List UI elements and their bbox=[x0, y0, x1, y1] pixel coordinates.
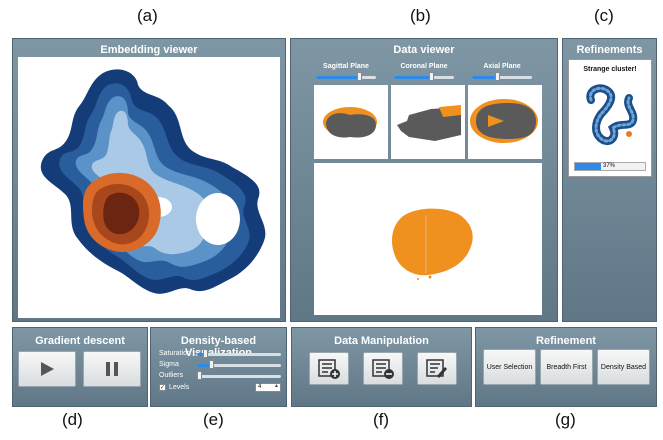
outliers-slider[interactable] bbox=[197, 371, 281, 380]
refinement-card-title: Strange cluster! bbox=[583, 66, 637, 73]
sagittal-plane-label: Sagittal Plane bbox=[323, 63, 369, 70]
refinement-progress-fill bbox=[575, 163, 601, 170]
refinement-progress: 37% bbox=[574, 162, 646, 171]
axial-slider[interactable] bbox=[472, 72, 532, 81]
caption-c: (c) bbox=[594, 6, 614, 25]
sigma-slider[interactable] bbox=[197, 360, 281, 369]
data-viewer-title: Data viewer bbox=[393, 44, 455, 56]
saturation-slider[interactable] bbox=[197, 349, 281, 358]
outliers-label: Outliers bbox=[159, 372, 184, 379]
levels-label: Levels bbox=[169, 384, 190, 391]
levels-value: 4 bbox=[258, 384, 262, 390]
list-add-icon bbox=[318, 358, 340, 379]
caption-g: (g) bbox=[555, 410, 576, 429]
list-remove-icon bbox=[372, 358, 394, 379]
caption-a: (a) bbox=[137, 6, 158, 25]
sagittal-view[interactable] bbox=[314, 85, 388, 159]
levels-spinbox[interactable]: 4 ▲ bbox=[255, 383, 281, 392]
saturation-slider-thumb[interactable] bbox=[203, 349, 208, 358]
embedding-viewer-panel: Embedding viewer bbox=[12, 38, 286, 322]
sigma-label: Sigma bbox=[159, 361, 179, 368]
embedding-canvas[interactable] bbox=[18, 57, 280, 318]
pause-icon bbox=[106, 362, 118, 376]
density-visualization-title: Density-based Visualization bbox=[180, 335, 257, 359]
spin-arrows-icon[interactable]: ▲ bbox=[274, 383, 279, 389]
cluster-core bbox=[103, 192, 140, 235]
gradient-descent-title: Gradient descent bbox=[35, 335, 125, 347]
remove-data-button[interactable] bbox=[363, 352, 403, 385]
sagittal-slider[interactable] bbox=[316, 72, 376, 81]
data-manipulation-panel: Data Manipulation bbox=[291, 327, 472, 407]
refinement-panel: Refinement User Selection Breadth First … bbox=[475, 327, 657, 407]
pause-button[interactable] bbox=[83, 351, 141, 387]
coronal-plane-label: Coronal Plane bbox=[400, 63, 448, 70]
axial-slider-thumb[interactable] bbox=[495, 72, 500, 81]
embedding-viewer-title: Embedding viewer bbox=[100, 44, 198, 56]
refinements-panel: Refinements Strange cluster! 37% bbox=[562, 38, 657, 322]
caption-d: (d) bbox=[62, 410, 83, 429]
edit-data-button[interactable] bbox=[417, 352, 457, 385]
user-selection-button[interactable]: User Selection bbox=[483, 349, 536, 385]
outliers-slider-thumb[interactable] bbox=[197, 371, 202, 380]
density-visualization-panel: Density-based Visualization Saturation S… bbox=[150, 327, 287, 407]
breadth-first-button[interactable]: Breadth First bbox=[540, 349, 593, 385]
refinement-thumbnail bbox=[586, 84, 638, 145]
list-edit-icon bbox=[426, 358, 447, 378]
density-gap bbox=[196, 193, 240, 245]
gradient-descent-panel: Gradient descent bbox=[12, 327, 148, 407]
caption-e: (e) bbox=[203, 410, 224, 429]
refinement-card[interactable]: Strange cluster! 37% bbox=[568, 59, 652, 177]
add-data-button[interactable] bbox=[309, 352, 349, 385]
refinements-title: Refinements bbox=[576, 44, 643, 56]
data-viewer-panel: Data viewer Sagittal Plane Coronal Plane… bbox=[290, 38, 558, 322]
coronal-slider-thumb[interactable] bbox=[429, 72, 434, 81]
coronal-slider[interactable] bbox=[394, 72, 454, 81]
caption-b: (b) bbox=[410, 6, 431, 25]
refinement-progress-text: 37% bbox=[603, 163, 616, 169]
levels-checkbox[interactable]: ✓ bbox=[159, 384, 166, 391]
sagittal-slider-thumb[interactable] bbox=[357, 72, 362, 81]
saturation-label: Saturation bbox=[159, 350, 191, 357]
axial-view[interactable] bbox=[468, 85, 542, 159]
coronal-view[interactable] bbox=[391, 85, 465, 159]
play-button[interactable] bbox=[18, 351, 76, 387]
volume-render-view[interactable] bbox=[314, 163, 542, 315]
density-map bbox=[40, 69, 266, 294]
refinement-title: Refinement bbox=[536, 335, 596, 347]
sigma-slider-thumb[interactable] bbox=[209, 360, 214, 369]
caption-f: (f) bbox=[373, 410, 390, 429]
data-manipulation-title: Data Manipulation bbox=[334, 335, 429, 347]
axial-plane-label: Axial Plane bbox=[483, 63, 521, 70]
density-based-button[interactable]: Density Based bbox=[597, 349, 650, 385]
play-icon bbox=[41, 362, 54, 376]
